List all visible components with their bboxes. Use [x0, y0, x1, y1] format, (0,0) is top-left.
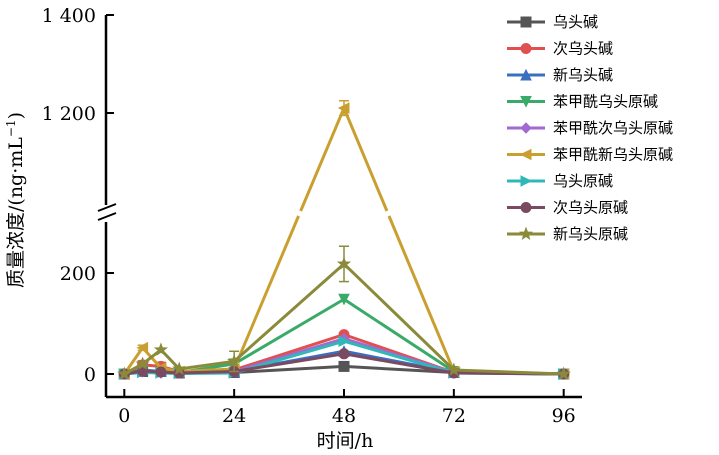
series-line-segment — [453, 368, 564, 376]
data-point — [336, 256, 352, 270]
legend-item: 苯甲酰新乌头原碱 — [507, 146, 673, 164]
series-line-segment — [232, 215, 300, 370]
plot-area — [117, 100, 571, 381]
legend-label: 乌头碱 — [553, 13, 598, 31]
x-tick-label: 72 — [442, 405, 466, 427]
x-tick-label: 24 — [222, 405, 246, 427]
data-point — [519, 148, 532, 161]
data-point — [155, 366, 167, 378]
y-tick-label: 1 400 — [42, 5, 96, 27]
y-axis-title: 质量浓度/(ng·mL−1) — [4, 112, 27, 288]
legend-item: 次乌头原碱 — [507, 199, 628, 217]
y-axis-title-main: 质量浓度/(ng·mL — [5, 137, 27, 288]
y-tick-label: 0 — [84, 364, 96, 386]
data-point — [136, 341, 149, 354]
series-line-segment — [299, 107, 346, 212]
series — [117, 245, 571, 381]
y-axis-break-mark — [97, 203, 117, 212]
data-point — [338, 348, 350, 360]
data-point — [338, 293, 350, 306]
legend-item: 新乌头原碱 — [507, 225, 628, 243]
data-point — [338, 360, 350, 372]
series-line-segment — [343, 339, 455, 375]
y-tick-label: 200 — [60, 263, 96, 285]
data-point — [337, 102, 350, 114]
data-point — [520, 96, 532, 108]
series-line-segment — [342, 262, 455, 372]
series-line-segment — [343, 298, 455, 373]
legend-item: 次乌头碱 — [507, 40, 613, 58]
data-point — [556, 366, 571, 381]
series-line-segment — [233, 337, 345, 373]
legend-label: 次乌头碱 — [553, 40, 613, 58]
x-tick-label: 48 — [332, 405, 356, 427]
data-point — [520, 122, 532, 134]
series-line-segment — [342, 107, 389, 212]
x-axis-title: 时间/h — [317, 430, 374, 452]
x-tick-label: 0 — [118, 405, 130, 427]
data-point — [172, 361, 187, 375]
data-point — [446, 362, 461, 376]
data-point — [227, 353, 242, 368]
x-tick-label: 96 — [552, 405, 576, 427]
series-line-segment — [233, 352, 345, 373]
data-point — [338, 335, 351, 347]
series-line-segment — [343, 364, 454, 374]
series-line-segment — [343, 352, 455, 375]
legend-label: 乌头原碱 — [553, 172, 613, 190]
data-point — [520, 175, 533, 187]
legend-item: 新乌头碱 — [507, 66, 613, 84]
legend-label: 苯甲酰乌头原碱 — [553, 93, 658, 111]
data-point — [520, 68, 532, 81]
legend-label: 苯甲酰新乌头原碱 — [553, 146, 673, 164]
legend-item: 乌头碱 — [507, 13, 598, 31]
data-point — [518, 226, 534, 241]
data-point — [135, 356, 150, 370]
data-point — [153, 342, 169, 356]
legend-label: 次乌头原碱 — [553, 199, 628, 217]
data-point — [117, 366, 132, 381]
legend-label: 新乌头碱 — [553, 66, 613, 84]
series-line-segment — [179, 359, 235, 371]
data-point — [520, 16, 532, 28]
series-line-segment — [234, 364, 345, 374]
data-point — [520, 202, 532, 213]
series-line-segment — [387, 215, 456, 373]
legend-item: 乌头原碱 — [507, 172, 613, 190]
series-line-segment — [233, 262, 345, 363]
legend: 乌头碱次乌头碱新乌头碱苯甲酰乌头原碱苯甲酰次乌头原碱苯甲酰新乌头原碱乌头原碱次乌… — [507, 13, 673, 243]
legend-label: 新乌头原碱 — [553, 225, 628, 243]
y-tick-label: 1 200 — [42, 103, 96, 125]
series-line-segment — [179, 367, 235, 373]
y-axis-title-sup: −1 — [4, 119, 18, 137]
legend-item: 苯甲酰乌头原碱 — [507, 93, 658, 111]
series-line-segment — [233, 297, 345, 366]
y-axis-title-close: ) — [5, 112, 27, 119]
legend-item: 苯甲酰次乌头原碱 — [507, 119, 673, 137]
data-point — [520, 43, 532, 54]
series-line-segment — [179, 369, 235, 375]
legend-label: 苯甲酰次乌头原碱 — [553, 119, 673, 137]
y-axis-break-mark — [97, 212, 117, 221]
axes: 0 24 48 72 96 0 200 1 200 1 400 — [42, 5, 582, 427]
series-line-segment — [233, 333, 345, 372]
